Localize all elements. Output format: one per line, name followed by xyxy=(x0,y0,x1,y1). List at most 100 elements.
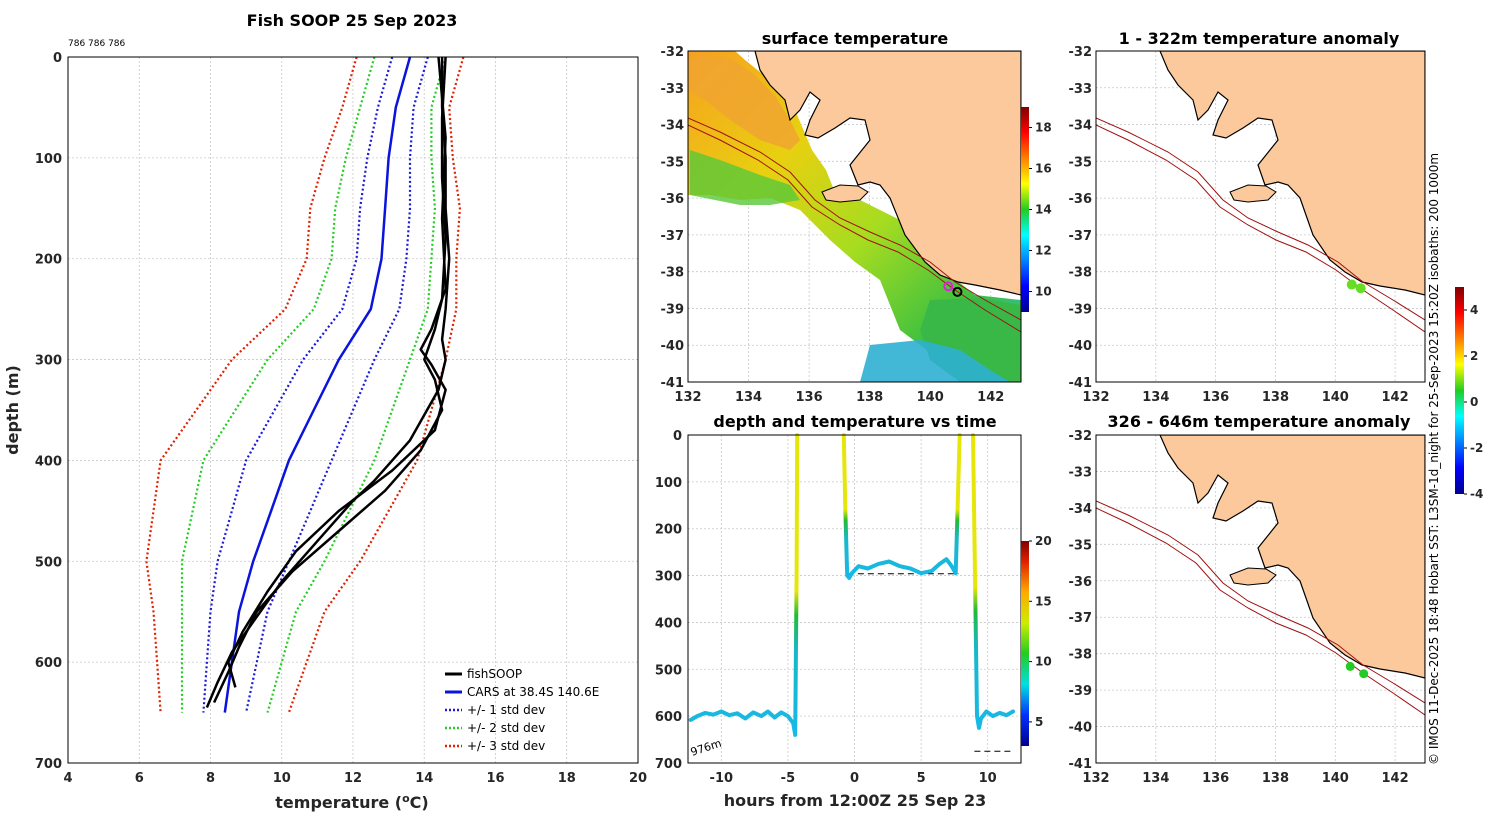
anomaly-deep-lat-tick-label: -37 xyxy=(1069,611,1093,626)
sst-marker-2 xyxy=(952,286,963,297)
anomaly-deep-lon-tick-label: 132 xyxy=(1082,771,1109,786)
sst-ticks: 132 134 136 138 140 142 -32 -33 -34 -35 -36 -37 -38 -… xyxy=(661,45,1005,405)
anomaly-deep-lon-tick-label: 140 xyxy=(1322,771,1349,786)
depth-time-x-tick-label: -5 xyxy=(781,771,795,786)
sst-lon-tick-label: 140 xyxy=(917,390,944,405)
sst-isobath-200 xyxy=(688,117,1021,321)
anomaly-shallow-lat-tick-label: -34 xyxy=(1069,119,1093,134)
legend-label-std1: +/- 1 std dev xyxy=(467,703,545,717)
anomaly-shallow-lat-tick-label: -40 xyxy=(1069,339,1093,354)
profile-x-tick-label: 8 xyxy=(206,771,215,786)
profile-legend: fishSOOP CARS at 38.4S 140.6E +/- 1 std … xyxy=(445,667,599,753)
sst-map-title: surface temperature xyxy=(762,29,949,48)
std-2-upper-line xyxy=(266,56,447,713)
fishsoop-cast-3 xyxy=(227,56,447,688)
sst-lat-tick-label: -35 xyxy=(661,155,685,170)
sst-colorbar-ticks: 10 12 14 16 18 xyxy=(1029,121,1052,299)
depth-time-segment-1 xyxy=(688,433,800,737)
depth-time-colorbar-tick-label: 10 xyxy=(1035,655,1052,669)
depth-time-x-tick-label: -10 xyxy=(710,771,734,786)
anomaly-colorbar-tick-label: -2 xyxy=(1470,441,1483,455)
anomaly-deep-frame xyxy=(1095,434,1426,764)
depth-time-x-label: hours from 12:00Z 25 Sep 23 xyxy=(724,791,986,810)
profile-y-tick-label: 100 xyxy=(35,152,62,167)
anomaly-deep-lon-tick-label: 136 xyxy=(1202,771,1229,786)
depth-time-x-tick-label: 5 xyxy=(917,771,926,786)
credit-text: © IMOS 11-Dec-2025 18:48 Hobart SST: L3S… xyxy=(1427,153,1441,765)
cars-mean-line xyxy=(223,56,412,713)
profile-y-tick-label: 300 xyxy=(35,354,62,369)
depth-time-annotation: 976m xyxy=(689,737,723,759)
sst-land-kangaroo-island xyxy=(821,184,869,203)
anomaly-shallow-lon-tick-label: 136 xyxy=(1202,390,1229,405)
sst-lat-tick-label: -40 xyxy=(661,339,685,354)
anomaly-deep-point-2 xyxy=(1359,669,1369,679)
anomaly-shallow-map-body xyxy=(1096,51,1425,333)
anomaly-deep-map: 326 - 646m temperature anomaly 132 134 136… xyxy=(1069,412,1426,786)
anomaly-shallow-lon-tick-label: 140 xyxy=(1322,390,1349,405)
std-1-upper-line xyxy=(245,56,429,713)
anomaly-deep-ticks: 132 134 136 138 140 142 -32 -33 -34 -35 -36 -37 -38 -… xyxy=(1069,429,1409,786)
anomaly-shallow-land xyxy=(1159,51,1425,296)
anomaly-shallow-point-1 xyxy=(1346,279,1357,290)
anomaly-colorbar-tick-label: 0 xyxy=(1470,395,1478,409)
anomaly-colorbar-tick-label: -4 xyxy=(1470,487,1483,501)
depth-time-segment-2 xyxy=(841,433,962,580)
depth-time-y-tick-label: 500 xyxy=(655,663,682,678)
anomaly-deep-points xyxy=(1345,661,1369,679)
sst-colorbar-tick-label: 10 xyxy=(1035,285,1052,299)
anomaly-deep-lat-tick-label: -39 xyxy=(1069,684,1093,699)
sst-markers xyxy=(943,281,963,297)
profile-y-label: depth (m) xyxy=(3,365,22,455)
depth-time-colorbar-ticks: 5 10 15 20 xyxy=(1029,534,1052,729)
depth-time-colorbar-tick-label: 15 xyxy=(1035,594,1052,608)
sst-isobath-1000 xyxy=(688,124,1021,333)
anomaly-deep-lat-tick-label: -33 xyxy=(1069,465,1093,480)
depth-time-y-tick-label: 300 xyxy=(655,570,682,585)
anomaly-deep-lon-tick-label: 142 xyxy=(1382,771,1409,786)
sst-lat-tick-label: -39 xyxy=(661,302,685,317)
profile-x-tick-label: 12 xyxy=(344,771,362,786)
anomaly-shallow-lon-tick-label: 138 xyxy=(1262,390,1289,405)
profile-x-tick-label: 16 xyxy=(486,771,504,786)
anomaly-shallow-ticks: 132 134 136 138 140 142 -32 -33 -34 -35 -36 -37 -38 -… xyxy=(1069,45,1409,405)
anomaly-deep-lat-tick-label: -34 xyxy=(1069,502,1093,517)
depth-time-colorbar-tick-label: 5 xyxy=(1035,715,1043,729)
sst-cool-patch xyxy=(860,340,1010,382)
anomaly-shallow-lat-tick-label: -35 xyxy=(1069,155,1093,170)
profile-y-tick-label: 700 xyxy=(35,757,62,772)
depth-time-colorbar xyxy=(1021,541,1029,746)
sst-lat-tick-label: -36 xyxy=(661,192,685,207)
anomaly-shallow-lat-tick-label: -36 xyxy=(1069,192,1093,207)
anomaly-shallow-lat-tick-label: -33 xyxy=(1069,82,1093,97)
sst-green-patch-west xyxy=(690,150,800,205)
sst-marker-1 xyxy=(943,281,954,292)
anomaly-deep-isobath-200 xyxy=(1096,500,1425,704)
anomaly-shallow-lon-tick-label: 142 xyxy=(1382,390,1409,405)
anomaly-shallow-point-2 xyxy=(1355,283,1366,294)
anomaly-shallow-lat-tick-label: -37 xyxy=(1069,229,1093,244)
anomaly-shallow-lon-tick-label: 134 xyxy=(1142,390,1169,405)
sst-colorbar-tick-label: 12 xyxy=(1035,244,1052,258)
profile-x-label: temperature (oC) xyxy=(275,792,428,812)
sst-lon-tick-label: 132 xyxy=(674,390,701,405)
anomaly-shallow-lat-tick-label: -38 xyxy=(1069,266,1093,281)
anomaly-shallow-isobath-1000 xyxy=(1096,124,1425,333)
legend-label-fishsoop: fishSOOP xyxy=(467,667,522,681)
anomaly-deep-map-body xyxy=(1096,435,1425,716)
anomaly-deep-lat-tick-label: -38 xyxy=(1069,648,1093,663)
sst-land-australia xyxy=(754,51,1021,296)
anomaly-shallow-lat-tick-label: -39 xyxy=(1069,302,1093,317)
legend-label-cars: CARS at 38.4S 140.6E xyxy=(467,685,599,699)
sst-colorbar xyxy=(1021,107,1029,312)
fishsoop-cast-2 xyxy=(212,56,447,704)
depth-time-y-tick-label: 400 xyxy=(655,616,682,631)
anomaly-colorbar xyxy=(1455,287,1464,494)
profile-frame xyxy=(67,56,639,764)
profile-x-tick-label: 10 xyxy=(273,771,291,786)
anomaly-deep-island xyxy=(1229,567,1277,586)
sst-lon-tick-label: 136 xyxy=(796,390,823,405)
